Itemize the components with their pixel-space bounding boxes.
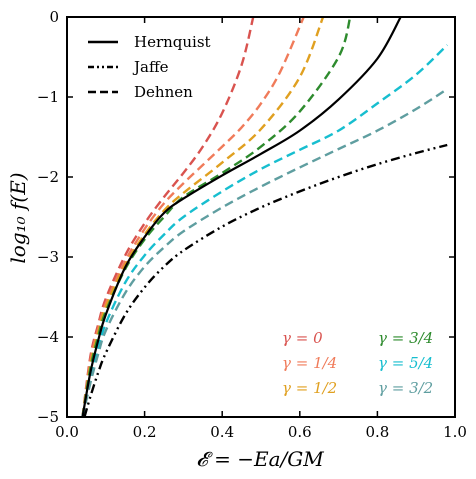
- plot-frame: [66, 16, 456, 418]
- y-tick-label: −2: [37, 168, 59, 186]
- y-tick-label: 0: [49, 8, 59, 26]
- x-tick-label: 0.4: [210, 423, 234, 441]
- series-line--1-4: [81, 17, 305, 417]
- x-tick-label: 0.8: [365, 423, 389, 441]
- series-line--3-4: [81, 17, 352, 417]
- gamma-label: γ = 3/4: [378, 329, 433, 347]
- gamma-label: γ = 3/2: [378, 379, 433, 397]
- gamma-label: γ = 1/2: [282, 379, 337, 397]
- y-axis-title: log₁₀ f(E): [6, 172, 30, 263]
- x-tick-label: 0.6: [288, 423, 312, 441]
- legend-label-hernquist: Hernquist: [134, 33, 211, 51]
- gamma-label: γ = 0: [282, 329, 323, 347]
- series-line-hernquist: [81, 17, 402, 417]
- gamma-labels: γ = 0 γ = 1/4 γ = 1/2 γ = 3/4 γ = 5/4 γ = 3/2: [282, 329, 433, 397]
- series-line--5-4: [81, 44, 449, 417]
- x-axis-title: 𝓔 = −Ea/GM: [196, 447, 324, 471]
- gamma-label: γ = 1/4: [282, 354, 337, 372]
- x-tick-label: 0.0: [55, 423, 79, 441]
- series-line--0: [81, 17, 255, 417]
- y-tick-label: −5: [37, 408, 59, 426]
- series-line-jaffe: [83, 143, 448, 417]
- legend-label-dehnen: Dehnen: [134, 83, 193, 101]
- y-tick-label: −4: [37, 328, 59, 346]
- y-tick-label: −3: [37, 248, 59, 266]
- x-tick-label: 1.0: [443, 423, 467, 441]
- series-line--3-2: [81, 87, 448, 417]
- y-tick-label: −1: [37, 88, 59, 106]
- gamma-label: γ = 5/4: [378, 354, 433, 372]
- x-tick-label: 0.2: [133, 423, 157, 441]
- ticks-layer: 0.0 0.2 0.4 0.6 0.8 1.0 0 −1 −2 −3 −4 −5: [37, 8, 467, 441]
- series-layer: [81, 17, 449, 417]
- legend: Hernquist Jaffe Dehnen: [88, 33, 211, 101]
- legend-label-jaffe: Jaffe: [132, 58, 169, 76]
